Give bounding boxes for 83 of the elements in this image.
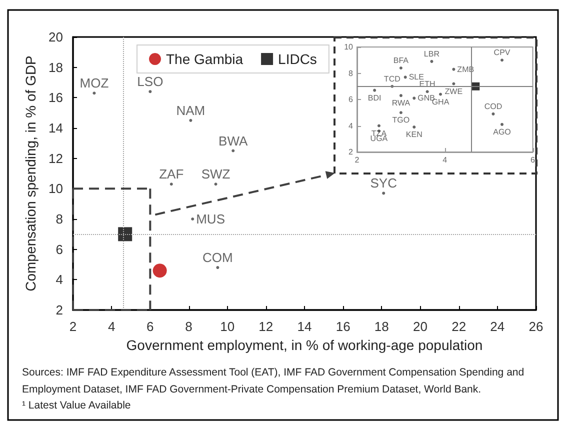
- y-tick-label: 6: [56, 242, 63, 257]
- y-tick-label: 16: [48, 90, 63, 106]
- data-label: SLE: [408, 72, 424, 82]
- point: [232, 149, 235, 152]
- point: [216, 266, 220, 270]
- data-label: NAM: [176, 102, 206, 118]
- x-tick-label: 24: [490, 319, 505, 334]
- point: [404, 76, 407, 79]
- point: [430, 60, 434, 63]
- x-tick-label: 8: [185, 319, 192, 334]
- point: [118, 227, 132, 242]
- y-tick-label: 4: [56, 272, 63, 288]
- point: [412, 126, 416, 129]
- data-label: LBR: [424, 49, 440, 58]
- y-tick-label: 8: [56, 212, 63, 226]
- data-label: SYC: [370, 176, 397, 191]
- x-tick-label: 2: [69, 319, 77, 334]
- point: [452, 68, 456, 71]
- data-label: BDI: [368, 93, 382, 102]
- point: [399, 111, 402, 114]
- x-tick-label: 4: [442, 156, 448, 164]
- data-label: LSO: [137, 74, 164, 90]
- data-label: KEN: [406, 130, 423, 140]
- y-tick-label: 2: [348, 148, 354, 156]
- point: [500, 122, 504, 126]
- data-label: BFA: [393, 56, 410, 65]
- point: [426, 90, 429, 94]
- point: [92, 92, 96, 95]
- y-tick-label: 4: [348, 121, 354, 130]
- y-tick-label: 18: [48, 60, 63, 75]
- y-tick-label: 8: [348, 68, 354, 78]
- x-tick-label: 22: [452, 319, 466, 334]
- point: [438, 92, 442, 96]
- x-tick-label: 14: [297, 319, 312, 334]
- x-tick-label: 12: [258, 319, 274, 334]
- point: [492, 112, 495, 116]
- y-tick-label: 14: [48, 120, 63, 136]
- legend-label: The Gambia: [166, 51, 244, 67]
- point: [148, 90, 152, 94]
- data-label: TCD: [384, 74, 401, 84]
- x-tick-label: 4: [108, 319, 116, 334]
- y-tick-label: 20: [48, 30, 63, 44]
- y-tick-label: 10: [344, 42, 354, 52]
- point: [382, 192, 386, 195]
- data-label: MOZ: [80, 76, 109, 91]
- point: [189, 118, 192, 122]
- data-label: BWA: [218, 133, 248, 148]
- x-tick-label: 20: [413, 319, 428, 334]
- y-tick-label: 6: [348, 95, 354, 104]
- x-tick-label: 18: [374, 319, 389, 334]
- data-label: MUS: [196, 212, 226, 226]
- point: [170, 182, 173, 186]
- x-tick-label: 6: [146, 319, 154, 334]
- point: [399, 94, 402, 98]
- data-label: UGA: [370, 134, 388, 143]
- legend-label: LIDCs: [278, 51, 317, 67]
- data-label: COM: [202, 250, 233, 266]
- data-label: SWZ: [201, 166, 230, 182]
- point: [214, 182, 218, 186]
- y-tick-label: 10: [48, 181, 63, 196]
- x-tick-label: 2: [354, 156, 360, 164]
- data-label: CPV: [494, 48, 511, 58]
- point: [412, 96, 416, 100]
- point: [399, 66, 402, 70]
- data-label: COD: [484, 102, 502, 111]
- x-tick-label: 6: [530, 156, 536, 164]
- data-label: AGO: [493, 127, 511, 136]
- point: [191, 218, 194, 220]
- x-tick-label: 26: [528, 319, 544, 334]
- point: [373, 88, 376, 92]
- data-label: ZWE: [444, 86, 463, 96]
- point: [500, 58, 504, 62]
- data-label: ZAF: [159, 166, 184, 182]
- y-tick-label: 2: [56, 302, 63, 318]
- x-axis-title: Government employment, in % of working-age population: [126, 337, 483, 353]
- data-label: RWA: [392, 98, 411, 108]
- text: ¹ Latest Value Available: [22, 400, 131, 412]
- data-label: TGO: [392, 116, 410, 125]
- point: [152, 264, 167, 278]
- point: [377, 124, 380, 128]
- y-axis-title: Compensation spending, in % of GDP: [22, 56, 39, 292]
- x-tick-label: 10: [220, 319, 235, 334]
- source-note: Sources: IMF FAD Expenditure Assessment Tool (EAT), IMF FAD Government Compensation Spending and Employment Dataset, IMF FAD Government-Private Compensation Premium Dataset, World Bank.: [22, 366, 527, 396]
